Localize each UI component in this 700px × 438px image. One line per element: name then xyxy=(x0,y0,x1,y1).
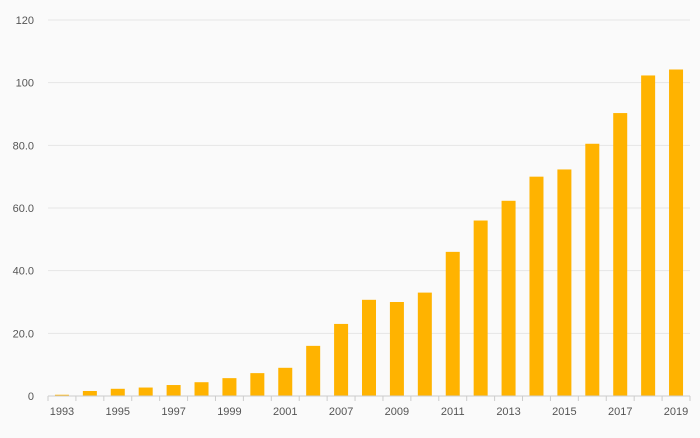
x-tick-label: 2015 xyxy=(552,406,576,418)
axis-layer xyxy=(47,395,691,401)
x-tick-label: 1993 xyxy=(50,406,74,418)
bar-2014 xyxy=(529,176,544,396)
x-tick-label: 1997 xyxy=(161,406,185,418)
bar-2000 xyxy=(250,373,265,396)
y-tick-label: 40.0 xyxy=(13,266,34,278)
bar-2015 xyxy=(557,169,572,396)
x-tick-label: 1999 xyxy=(217,406,241,418)
bar-2018 xyxy=(641,75,656,397)
bar-2002 xyxy=(306,345,321,396)
bar-1994 xyxy=(82,390,97,396)
x-tick-label: 2001 xyxy=(273,406,297,418)
bar-1998 xyxy=(194,382,209,396)
bar-layer xyxy=(54,69,684,397)
y-tick-label: 80.0 xyxy=(13,140,34,152)
bar-1993 xyxy=(54,394,69,396)
x-tick-label: 2009 xyxy=(385,406,409,418)
bar-2019 xyxy=(669,69,684,397)
x-tick-label: 2011 xyxy=(441,406,465,418)
y-tick-label: 20.0 xyxy=(13,328,34,340)
y-tick-labels: 0 20.0 40.0 60.0 80.0 100 120 xyxy=(13,15,34,403)
bar-2007 xyxy=(334,323,349,396)
y-tick-label: 60.0 xyxy=(13,203,34,215)
bar-2013 xyxy=(501,200,516,396)
bar-2012 xyxy=(473,220,488,396)
x-tick-labels: 1993 1995 1997 1999 2001 2007 2009 2011 2013 2015… xyxy=(50,406,689,418)
y-tick-label: 120 xyxy=(16,15,34,27)
bar-2017 xyxy=(613,113,628,396)
bar-2016 xyxy=(585,143,600,396)
bar-2008 xyxy=(362,299,376,396)
bar-1997 xyxy=(166,385,181,396)
y-tick-label: 100 xyxy=(16,78,34,90)
x-tick-label: 2013 xyxy=(496,406,520,418)
x-tick-label: 2017 xyxy=(608,406,632,418)
bar-2009 xyxy=(389,302,404,396)
bar-2001 xyxy=(278,367,293,396)
grid-layer xyxy=(48,19,690,334)
x-tick-label: 1995 xyxy=(106,406,130,418)
bar-1999 xyxy=(222,378,237,396)
y-tick-label: 0 xyxy=(28,391,34,403)
bar-1996 xyxy=(138,387,153,396)
x-tick-label: 2007 xyxy=(329,406,353,418)
bar-2011 xyxy=(445,251,460,396)
bar-2010 xyxy=(417,292,432,396)
bar-1995 xyxy=(110,388,125,396)
x-tick-label: 2019 xyxy=(664,406,688,418)
